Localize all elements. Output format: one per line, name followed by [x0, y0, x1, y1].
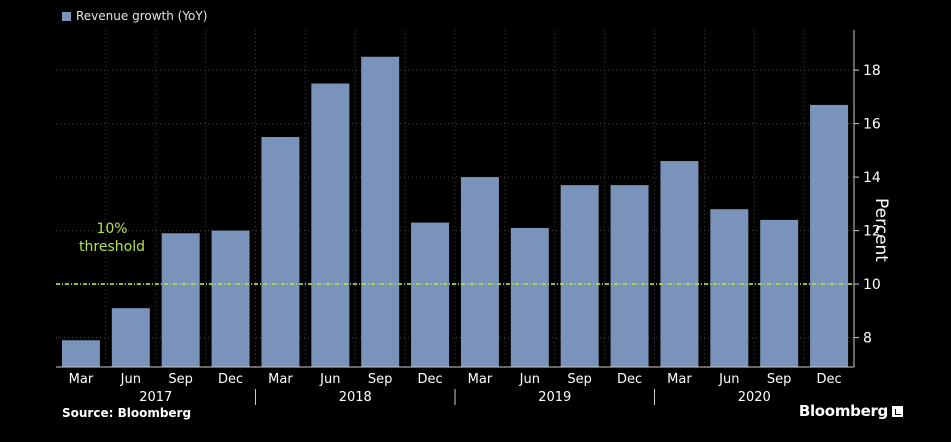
source-note: Source: Bloomberg [62, 406, 192, 420]
year-label: 2018 [339, 390, 372, 405]
bar [261, 136, 300, 367]
y-tick-label: 14 [863, 170, 881, 186]
bar [460, 177, 499, 367]
x-tick-label: Sep [168, 372, 193, 387]
threshold-label-line1: 10% [96, 221, 128, 237]
legend: Revenue growth (YoY) [62, 9, 207, 23]
y-tick-label: 12 [863, 224, 881, 240]
x-tick-label: Dec [816, 372, 841, 387]
bar [361, 56, 400, 367]
threshold-annotation: 10% threshold [72, 220, 152, 256]
year-label: 2020 [738, 390, 771, 405]
bar [111, 308, 150, 367]
y-tick-label: 16 [863, 117, 881, 133]
terminal-icon [892, 405, 903, 417]
x-tick-labels: Mar Jun Sep Dec Mar Jun Sep Dec Mar Jun Sep Dec Mar J… [69, 372, 842, 387]
bar [610, 185, 649, 367]
bar [211, 230, 250, 367]
bar [710, 209, 749, 367]
x-tick-label: Dec [218, 372, 243, 387]
year-label: 2017 [139, 390, 172, 405]
bar [760, 219, 799, 367]
legend-label: Revenue growth (YoY) [76, 9, 208, 23]
bar [510, 227, 549, 367]
y-tick-label: 18 [863, 63, 881, 79]
bar [61, 340, 100, 367]
bar [161, 233, 200, 367]
bars [61, 56, 849, 367]
x-tick-label: Sep [368, 372, 393, 387]
y-tick-labels: 8 10 12 14 16 18 [854, 63, 881, 347]
x-tick-label: Sep [567, 372, 592, 387]
x-tick-label: Jun [718, 372, 739, 387]
y-tick-label: 8 [863, 331, 872, 347]
year-label: 2019 [538, 390, 571, 405]
brand-name: Bloomberg [798, 402, 888, 420]
legend-swatch [62, 11, 71, 21]
bar [810, 104, 849, 367]
x-tick-label: Jun [319, 372, 340, 387]
x-tick-label: Mar [468, 372, 493, 387]
x-tick-label: Dec [617, 372, 642, 387]
x-tick-label: Jun [120, 372, 141, 387]
x-tick-label: Mar [268, 372, 293, 387]
y-tick-label: 10 [863, 277, 881, 293]
year-labels: 2017 2018 2019 2020 [139, 389, 771, 405]
axes [56, 30, 855, 368]
x-tick-label: Mar [667, 372, 692, 387]
threshold-label-line2: threshold [79, 239, 145, 255]
brand-logo: Bloomberg [799, 402, 903, 420]
y-axis-label: Percent [871, 198, 891, 262]
bar [560, 185, 599, 367]
bar [411, 222, 450, 367]
bar [311, 83, 350, 367]
x-tick-label: Sep [767, 372, 792, 387]
bar [660, 161, 699, 367]
x-tick-label: Dec [417, 372, 442, 387]
x-tick-label: Jun [519, 372, 540, 387]
x-tick-label: Mar [69, 372, 94, 387]
